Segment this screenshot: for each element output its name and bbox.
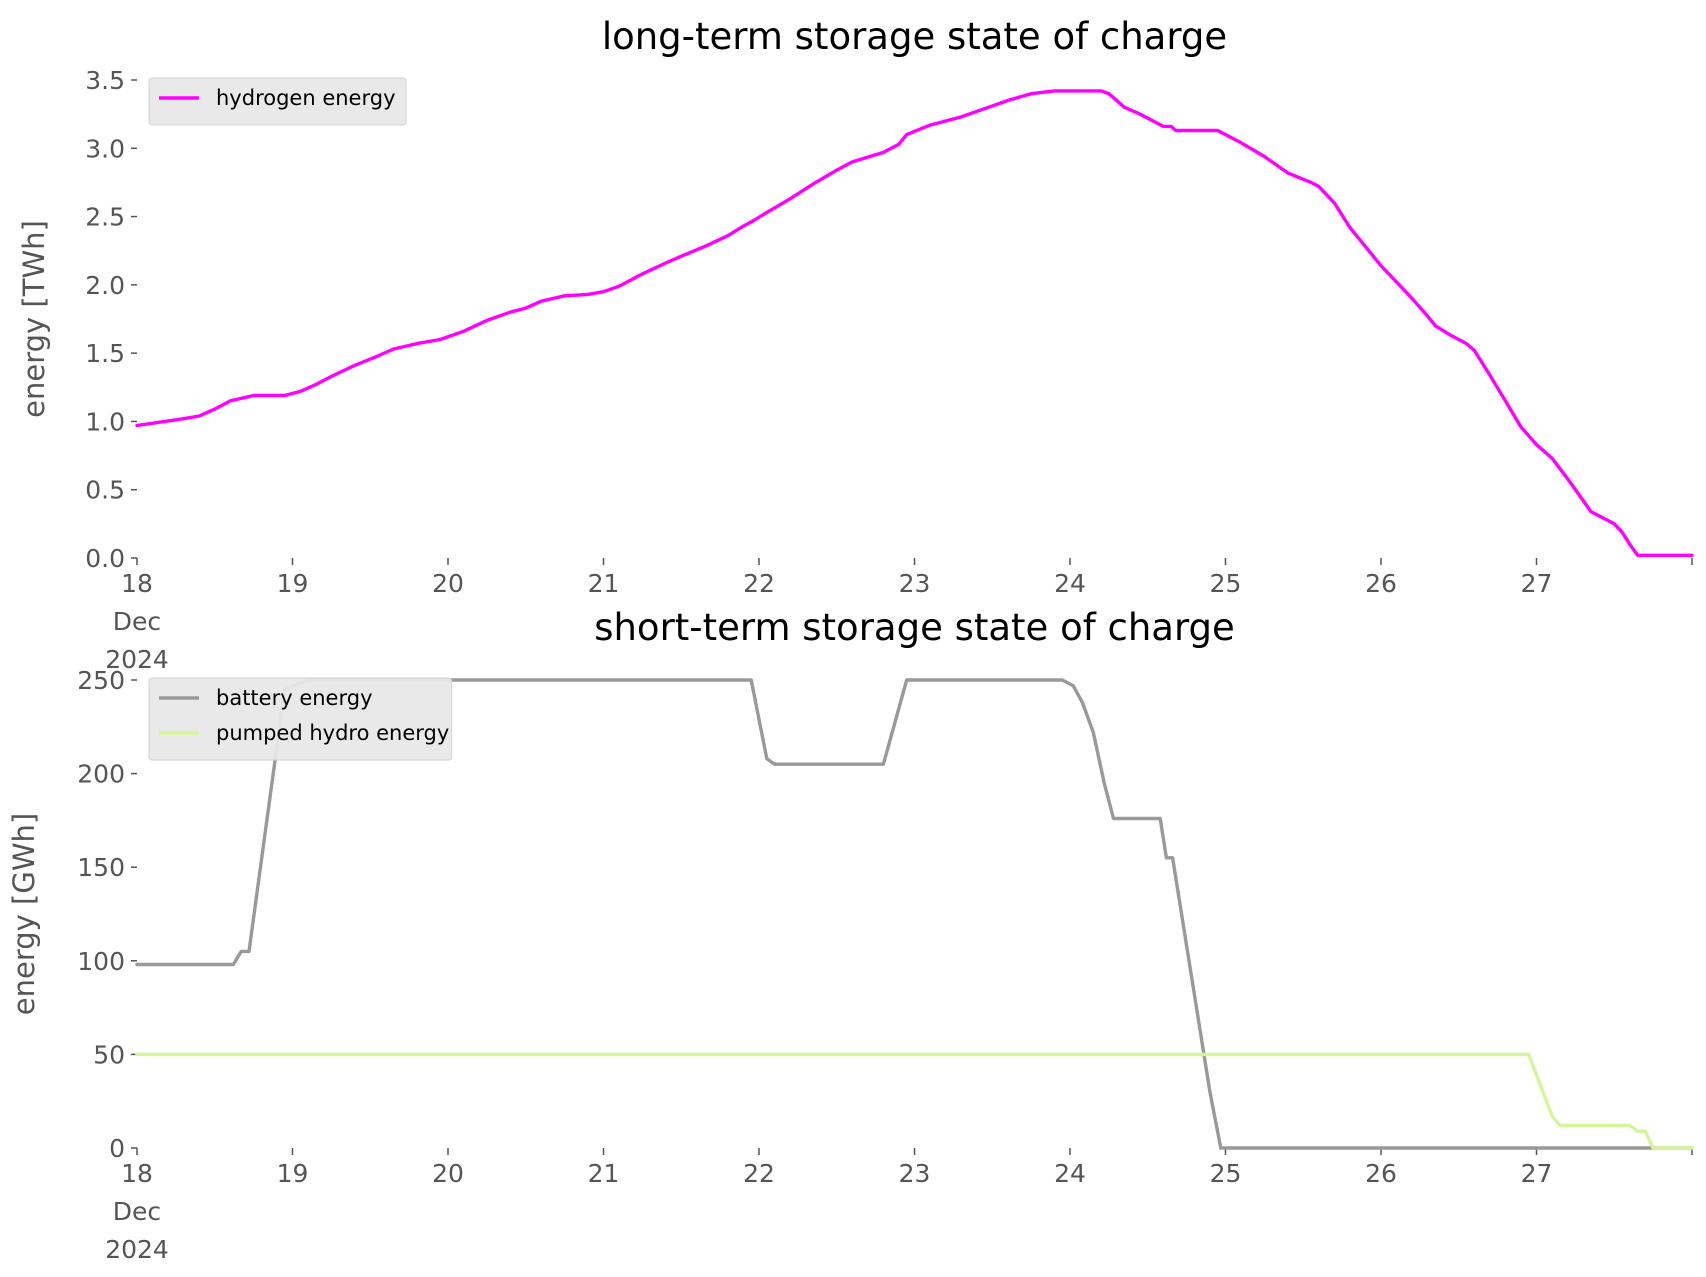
y-axis-label: energy [TWh] xyxy=(17,220,51,418)
legend-entry: pumped hydro energy xyxy=(216,721,449,745)
x-tick-label: 2024 xyxy=(105,1235,169,1264)
y-tick-label: 200 xyxy=(77,760,125,789)
x-tick-label: 19 xyxy=(277,1159,309,1188)
legend: battery energy pumped hydro energy xyxy=(148,677,453,761)
series-line-pumped-hydro-energy xyxy=(135,1052,1694,1150)
y-tick-label: 1.5 xyxy=(85,339,125,368)
legend-box xyxy=(148,77,407,126)
y-tick-label: 50 xyxy=(93,1040,125,1069)
x-tick-label: 18 xyxy=(121,569,153,598)
x-tick-label: 20 xyxy=(432,569,464,598)
x-tick-label: 22 xyxy=(743,569,775,598)
y-tick-label: 1.0 xyxy=(85,407,125,436)
x-tick-label: 21 xyxy=(588,1159,620,1188)
x-tick-label: Dec xyxy=(113,607,161,636)
x-tick-label: 24 xyxy=(1054,1159,1086,1188)
x-tick-label: 24 xyxy=(1054,569,1086,598)
legend: hydrogen energy xyxy=(148,77,407,126)
series-line-hydrogen-energy xyxy=(135,89,1694,557)
chart-title: long-term storage state of charge xyxy=(602,15,1227,58)
legend-entry: hydrogen energy xyxy=(216,86,396,110)
y-tick-label: 150 xyxy=(77,853,125,882)
y-axis-label: energy [GWh] xyxy=(7,813,41,1015)
x-tick-label: 18 xyxy=(121,1159,153,1188)
y-tick-label: 3.5 xyxy=(85,66,125,95)
y-tick-label: 2.5 xyxy=(85,203,125,232)
y-tick-label: 0.5 xyxy=(85,476,125,505)
x-tick-label: 26 xyxy=(1365,569,1397,598)
y-tick-label: 0.0 xyxy=(85,544,125,573)
x-tick-label: 23 xyxy=(899,1159,931,1188)
x-tick-label: 22 xyxy=(743,1159,775,1188)
x-tick-label: 2024 xyxy=(105,645,169,674)
chart-title: short-term storage state of charge xyxy=(594,606,1235,649)
short-term-storage-chart: short-term storage state of charge energy… xyxy=(7,606,1694,1264)
legend-entry: battery energy xyxy=(216,686,373,710)
y-tick-label: 2.0 xyxy=(85,271,125,300)
x-tick-label: 27 xyxy=(1521,1159,1553,1188)
x-tick-label: 27 xyxy=(1521,569,1553,598)
x-tick-label: 20 xyxy=(432,1159,464,1188)
y-tick-label: 0 xyxy=(109,1134,125,1163)
legend-box xyxy=(148,677,453,761)
y-tick-label: 3.0 xyxy=(85,134,125,163)
x-tick-label: 25 xyxy=(1210,1159,1242,1188)
x-tick-label: 25 xyxy=(1210,569,1242,598)
long-term-storage-chart: long-term storage state of charge energy … xyxy=(17,15,1694,674)
x-tick-label: Dec xyxy=(113,1197,161,1226)
x-tick-label: 23 xyxy=(899,569,931,598)
x-tick-label: 26 xyxy=(1365,1159,1397,1188)
x-tick-label: 19 xyxy=(277,569,309,598)
y-tick-label: 250 xyxy=(77,666,125,695)
x-tick-label: 21 xyxy=(588,569,620,598)
y-tick-label: 100 xyxy=(77,947,125,976)
